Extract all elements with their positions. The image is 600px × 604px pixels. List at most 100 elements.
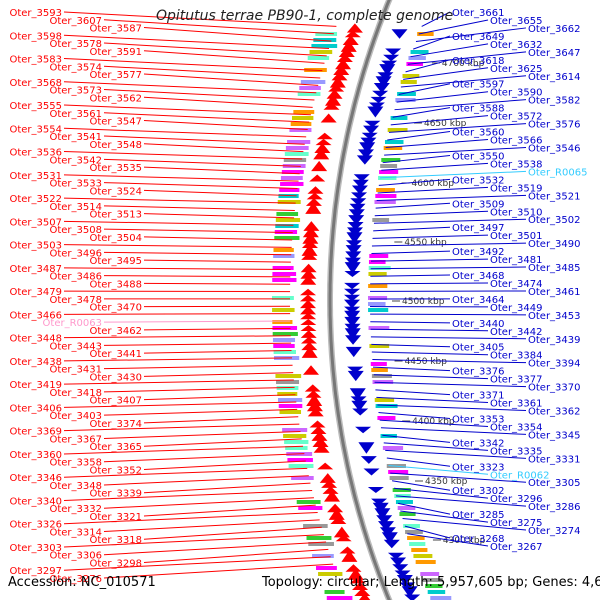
cog-band — [272, 272, 296, 276]
forward-gene-arrow — [321, 114, 337, 123]
cog-band — [279, 404, 303, 408]
reverse-gene-arrow — [358, 442, 374, 453]
cog-band — [281, 176, 303, 180]
cog-band — [368, 272, 386, 276]
forward-gene-arrow — [320, 473, 336, 483]
gene-label: Oter_3490 — [528, 239, 581, 250]
reverse-gene-arrow — [344, 289, 360, 295]
leader-line — [372, 243, 526, 246]
gene-label: Oter_3362 — [528, 407, 581, 418]
reverse-gene-arrow — [370, 97, 386, 103]
cog-band — [409, 542, 425, 546]
cog-band — [411, 50, 429, 54]
cog-band — [273, 344, 294, 348]
gene-label: Oter_3345 — [528, 430, 581, 441]
leader-line — [144, 74, 318, 85]
leader-line — [104, 454, 304, 462]
leader-line — [144, 28, 331, 42]
leader-line — [64, 314, 290, 315]
cog-band — [368, 284, 387, 288]
forward-gene-arrow — [347, 23, 363, 32]
cog-band — [375, 398, 394, 402]
leader-line — [64, 268, 291, 270]
leader-line — [144, 328, 290, 329]
leader-line — [104, 387, 295, 392]
cog-band — [377, 416, 395, 420]
reverse-gene-arrow — [346, 347, 362, 357]
cog-band — [292, 116, 313, 120]
leader-line — [144, 350, 292, 353]
forward-gene-arrow — [346, 564, 362, 571]
forward-gene-arrow — [309, 174, 325, 181]
leader-line — [144, 190, 297, 195]
cog-band — [297, 500, 321, 504]
cog-band — [293, 110, 314, 114]
gene-label: Oter_3524 — [89, 186, 142, 197]
gene-label: Oter_3647 — [528, 48, 581, 59]
gene-label: Oter_3576 — [528, 120, 581, 131]
leader-line — [144, 505, 316, 516]
leader-line — [370, 283, 488, 284]
gene-label: Oter_3274 — [528, 526, 581, 537]
cog-band — [368, 302, 386, 306]
cog-band — [316, 566, 337, 570]
leader-line — [382, 435, 450, 442]
gene-label: Oter_3662 — [528, 24, 581, 35]
cog-band — [376, 188, 395, 192]
gene-label: Oter_3546 — [528, 143, 581, 154]
forward-gene-arrow — [300, 319, 316, 325]
cog-band — [273, 338, 295, 342]
leader-line — [371, 267, 526, 269]
cog-band — [428, 590, 445, 594]
cog-band — [285, 152, 309, 156]
gene-label: Oter_3394 — [528, 359, 581, 370]
leader-line — [104, 276, 290, 277]
cog-band — [298, 506, 322, 510]
gene-label: Oter_3407 — [89, 396, 142, 407]
cog-band — [273, 248, 293, 252]
leader-line — [144, 237, 292, 240]
forward-gene-arrow — [339, 546, 355, 553]
gene-label: Oter_3591 — [89, 47, 142, 58]
gene-label: Oter_3461 — [528, 287, 581, 298]
leader-line — [144, 260, 291, 262]
gene-label: Oter_3504 — [89, 233, 142, 244]
gene-label: Oter_3495 — [89, 256, 142, 267]
gene-label: Oter_R0065 — [528, 167, 587, 178]
reverse-gene-arrow — [352, 409, 368, 416]
cog-band — [280, 182, 303, 186]
cog-band — [375, 194, 396, 198]
leader-line — [144, 527, 322, 539]
accession-text: Accession: NC_010571 — [8, 575, 156, 590]
leader-line — [144, 51, 324, 63]
map-title: Opitutus terrae PB90-1, complete genome — [156, 8, 453, 24]
reverse-gene-arrow — [385, 48, 401, 55]
cog-band — [383, 446, 403, 450]
cog-band — [411, 548, 427, 552]
leader-line — [104, 365, 293, 368]
cog-band — [276, 212, 298, 216]
cog-band — [368, 308, 388, 312]
gene-label: Oter_3582 — [528, 96, 581, 107]
cog-band — [301, 80, 325, 84]
leader-line — [376, 203, 450, 208]
reverse-gene-arrow — [345, 335, 361, 344]
cog-band — [284, 440, 308, 444]
forward-gene-arrow — [317, 463, 333, 470]
reverse-gene-arrow — [383, 55, 399, 61]
gene-label: Oter_3370 — [528, 383, 581, 394]
forward-gene-arrow — [303, 365, 319, 374]
leader-line — [144, 395, 295, 400]
leader-line — [375, 211, 488, 215]
leader-line — [370, 322, 450, 323]
cog-band — [401, 80, 417, 84]
gene-label: Oter_3513 — [89, 210, 142, 221]
cog-band — [310, 50, 333, 54]
cog-band — [275, 374, 301, 378]
leader-line — [371, 251, 450, 253]
leader-line — [144, 417, 298, 423]
reverse-gene-arrow — [344, 283, 360, 289]
gene-label: Oter_3548 — [89, 140, 142, 151]
cog-band — [407, 536, 425, 540]
